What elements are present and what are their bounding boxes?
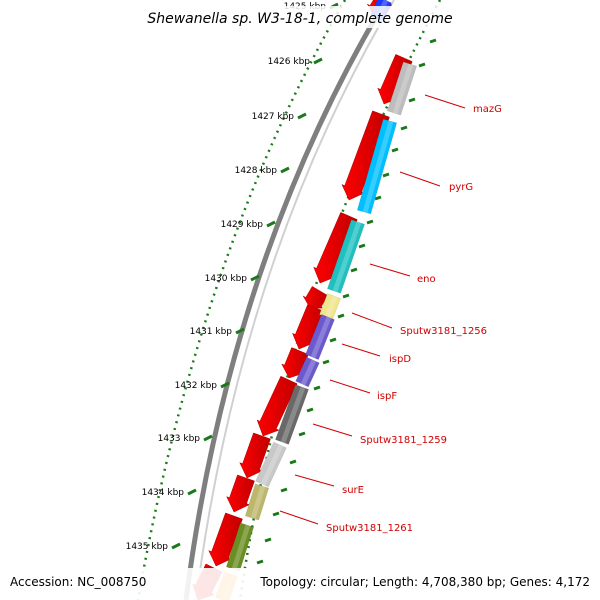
gene-block-highlight (310, 316, 332, 359)
ruler-label: 1426 kbp (268, 57, 311, 67)
minor-tick (366, 219, 374, 225)
minor-tick (408, 97, 416, 103)
gene-leader-line (329, 379, 371, 394)
ruler-tick (220, 381, 230, 389)
minor-tick (350, 267, 358, 273)
gene-labels: mazG pyrG eno Sputw3181_1256 ispD ispF Sputw31… (279, 94, 502, 534)
gene-block-sputw3181_1261 (245, 483, 269, 521)
minor-tick (313, 385, 321, 391)
ruler-label: 1433 kbp (158, 434, 201, 444)
minor-tick (374, 195, 382, 201)
gene-block-highlight (250, 485, 266, 520)
gene-label-sputw3181_1261: Sputw3181_1261 (326, 523, 413, 534)
genome-backbone (183, 0, 389, 600)
gene-block-highlight (324, 295, 338, 319)
ruler-tick (266, 220, 276, 228)
ruler-tick (187, 488, 197, 496)
gene-block-ispf (295, 356, 320, 388)
ruler-label: 1432 kbp (175, 381, 218, 391)
minor-tick (280, 487, 288, 493)
gene-label-eno: eno (417, 274, 436, 285)
ruler-tick (203, 434, 213, 442)
ruler-tick (280, 166, 290, 174)
gene-leader-line (312, 423, 353, 437)
ruler-label: 1429 kbp (221, 220, 264, 230)
topology-text: Topology: circular; Length: 4,708,380 bp… (259, 575, 590, 589)
minor-tick (391, 147, 399, 153)
minor-tick (358, 243, 366, 249)
gene-block-highlight (300, 359, 317, 386)
gene-block-mazg (387, 61, 417, 116)
gene-leader-line (369, 263, 411, 277)
forward-strand-genes (192, 0, 413, 600)
gene-leader-line (341, 343, 381, 357)
minor-tick (272, 511, 280, 517)
gene-label-ispd: ispD (389, 354, 411, 365)
minor-tick (418, 62, 426, 68)
minor-tick (289, 459, 297, 465)
gene-leader-line (399, 171, 441, 187)
minor-tick (264, 537, 272, 543)
gene-block-sure (255, 441, 287, 488)
ruler-tick (171, 542, 181, 550)
minor-tick (306, 407, 314, 413)
gene-block-ispd (305, 314, 335, 360)
minor-tick (342, 293, 350, 299)
forward-cds-arrow (239, 432, 271, 479)
gene-leader-line (279, 510, 319, 525)
ruler-label: 1431 kbp (190, 327, 233, 337)
accession-text: Accession: NC_008750 (10, 575, 146, 589)
gene-block-sputw3181_1259 (275, 384, 309, 445)
gene-label-pyrg: pyrG (449, 182, 473, 193)
gene-block-highlight (332, 221, 362, 293)
ruler-tick (297, 112, 307, 120)
gene-leader-line (351, 312, 393, 329)
title-background (140, 6, 460, 28)
minor-tick (256, 559, 264, 565)
footer-background (0, 568, 600, 600)
ruler-label: 1427 kbp (252, 112, 295, 122)
gene-label-ispf: ispF (377, 391, 397, 402)
map-title: Shewanella sp. W3-18-1, complete genome (147, 11, 452, 27)
minor-tick (429, 38, 437, 44)
minor-tick (400, 125, 408, 131)
minor-tick (298, 431, 306, 437)
gene-label-sputw3181_1256: Sputw3181_1256 (400, 326, 487, 337)
ruler-tick (250, 274, 260, 282)
gene-block-highlight (280, 386, 306, 444)
minor-tick (322, 359, 330, 365)
ruler-tick (235, 327, 245, 335)
gene-block-highlight (392, 63, 414, 115)
minor-tick (382, 172, 390, 178)
ruler-tick (313, 57, 323, 65)
minor-tick (337, 313, 345, 319)
minor-tick (329, 337, 337, 343)
ruler-arc (136, 0, 347, 600)
genome-backbone-inner (195, 0, 395, 600)
forward-cds-arrow (226, 474, 255, 513)
ruler-label: 1435 kbp (126, 542, 169, 552)
gene-leader-line (294, 474, 335, 487)
reverse-strand-genes (215, 0, 417, 600)
gene-block-highlight (362, 120, 394, 213)
gene-block-highlight (231, 524, 251, 571)
gene-label-mazg: mazG (473, 104, 502, 115)
gene-leader-line (424, 94, 466, 109)
gene-label-sure: surE (342, 485, 364, 496)
gene-block-eno (327, 219, 365, 294)
ruler-label: 1430 kbp (205, 274, 248, 284)
ruler-label: 1428 kbp (235, 166, 278, 176)
ruler-label: 1434 kbp (142, 488, 185, 498)
gene-label-sputw3181_1259: Sputw3181_1259 (360, 435, 447, 446)
gene-block-pyrg (356, 118, 398, 215)
gene-block-highlight (260, 444, 284, 486)
